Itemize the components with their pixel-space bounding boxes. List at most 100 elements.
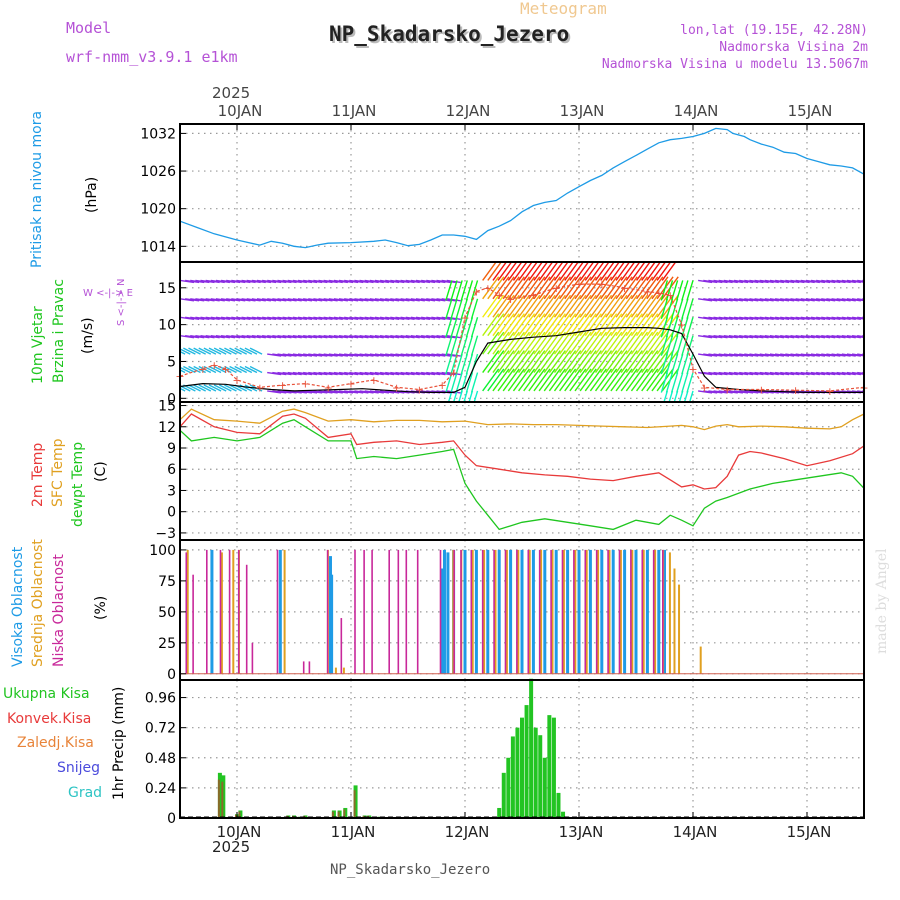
precip-conv-bar bbox=[353, 790, 356, 818]
wind-arrow bbox=[463, 390, 468, 402]
wind-arrow bbox=[455, 298, 463, 320]
wind-arrow bbox=[183, 347, 196, 355]
wind-arrow bbox=[665, 353, 674, 375]
wind-arrow bbox=[769, 316, 785, 320]
wind-arrow bbox=[821, 353, 836, 357]
wind-arrow bbox=[651, 313, 669, 337]
wind-arrow bbox=[759, 298, 774, 302]
wind-arrow bbox=[600, 294, 618, 318]
wind-arrow bbox=[579, 350, 597, 373]
wind-arrow bbox=[579, 331, 597, 355]
wind-arrow bbox=[790, 334, 805, 339]
cloud-high-bar bbox=[600, 549, 604, 674]
wind-arrow bbox=[445, 335, 453, 356]
precip-total-bar bbox=[515, 727, 520, 818]
wind-arrow bbox=[502, 331, 520, 355]
wind-arrow bbox=[318, 298, 333, 302]
y-tick-label: 0.48 bbox=[145, 751, 176, 767]
wind-arrow bbox=[836, 316, 851, 320]
wind-arrow bbox=[445, 298, 453, 320]
wind-arrow bbox=[584, 331, 602, 355]
wind-arrow bbox=[447, 390, 453, 402]
wind-arrow bbox=[452, 390, 458, 402]
wind-arrow bbox=[215, 298, 231, 302]
wind-arrow bbox=[415, 353, 431, 357]
wind-arrow bbox=[256, 298, 272, 302]
wind-arrow bbox=[410, 334, 425, 339]
wind-arrow bbox=[681, 280, 689, 301]
wind-arrow bbox=[723, 316, 738, 320]
wind-arrow bbox=[210, 334, 225, 339]
wind-arrow bbox=[256, 279, 272, 284]
cloud-high-bar bbox=[645, 549, 649, 674]
wind-arrow bbox=[795, 353, 810, 357]
wind-arrow bbox=[594, 276, 613, 300]
y-tick-label: 100 bbox=[149, 543, 176, 559]
wind-arrow bbox=[676, 280, 684, 301]
wind-arrow bbox=[349, 316, 364, 320]
y-tick-label: 5 bbox=[167, 354, 176, 370]
wind-arrow bbox=[385, 353, 400, 357]
wind-arrow bbox=[538, 276, 556, 300]
wind-arrow bbox=[769, 298, 785, 302]
wind-gust-marker: + bbox=[221, 363, 230, 376]
temp-sfc-line bbox=[179, 408, 865, 431]
wind-arrow bbox=[512, 313, 531, 337]
wind-arrow bbox=[569, 331, 587, 355]
wind-arrow bbox=[292, 334, 307, 339]
wind-gust-marker: + bbox=[688, 363, 697, 376]
cloud-mid-bar bbox=[220, 552, 223, 674]
wind-arrow bbox=[226, 279, 241, 284]
cloud-high-bar bbox=[634, 549, 638, 674]
wind-arrow bbox=[538, 313, 556, 337]
wind-arrow bbox=[431, 334, 446, 339]
wind-arrow bbox=[749, 353, 764, 357]
cloud-mid-bar bbox=[528, 549, 531, 674]
wind-gust-marker: + bbox=[757, 383, 766, 396]
wind-arrow bbox=[620, 294, 638, 318]
wind-arrow bbox=[188, 347, 201, 355]
wind-arrow bbox=[688, 390, 694, 402]
wind-arrow bbox=[569, 294, 587, 318]
wind-arrow bbox=[405, 353, 420, 357]
wind-arrow bbox=[528, 294, 546, 318]
wind-arrow bbox=[405, 316, 420, 320]
wind-arrow bbox=[241, 334, 256, 339]
wind-gust-marker: + bbox=[506, 293, 515, 306]
wind-arrow bbox=[502, 313, 520, 337]
wind-arrow bbox=[487, 331, 505, 355]
wind-arrow bbox=[379, 371, 395, 376]
wind-arrow bbox=[718, 316, 733, 320]
wind-arrow bbox=[810, 279, 826, 284]
wind-arrow bbox=[512, 331, 531, 355]
wind-arrow bbox=[816, 353, 831, 357]
wind-arrow bbox=[528, 331, 546, 355]
wind-arrow bbox=[246, 279, 261, 284]
wind-arrow bbox=[630, 350, 649, 373]
wind-arrow bbox=[810, 298, 826, 302]
cloud-mid-bar bbox=[654, 549, 657, 674]
wind-arrow bbox=[272, 353, 287, 357]
wind-arrow bbox=[841, 334, 856, 339]
cloud-high-bar bbox=[440, 568, 444, 674]
wind-arrow bbox=[349, 353, 364, 357]
precip-conv-bar bbox=[337, 811, 340, 818]
wind-arrow bbox=[564, 313, 582, 337]
wind-arrow bbox=[256, 316, 272, 320]
wind-arrow bbox=[369, 353, 384, 357]
wind-arrow bbox=[605, 331, 623, 355]
wind-arrow bbox=[826, 371, 841, 376]
wind-arrow bbox=[369, 316, 384, 320]
wind-arrow bbox=[421, 279, 436, 284]
cloud-low-bar bbox=[302, 661, 305, 674]
wind-arrow bbox=[744, 279, 759, 284]
cloud-mid-bar bbox=[631, 549, 634, 674]
wind-arrow bbox=[615, 368, 633, 392]
wind-arrow bbox=[605, 294, 623, 318]
cloud-low-bar bbox=[354, 549, 356, 674]
wind-arrow bbox=[651, 331, 669, 355]
wind-arrow bbox=[415, 371, 431, 376]
wind-arrow bbox=[785, 279, 800, 284]
wind-arrow bbox=[460, 372, 468, 393]
wind-arrow bbox=[185, 279, 200, 284]
